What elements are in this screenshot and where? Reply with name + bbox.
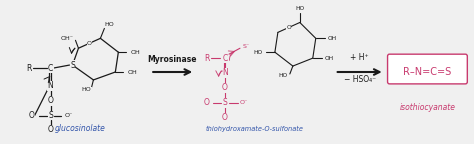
Text: O⁻: O⁻: [64, 113, 73, 118]
Text: OH: OH: [130, 50, 140, 55]
Text: OH: OH: [328, 36, 337, 41]
Text: R: R: [204, 54, 210, 63]
Text: O: O: [287, 25, 291, 30]
Text: S: S: [223, 98, 228, 107]
FancyBboxPatch shape: [388, 54, 467, 84]
Text: HO: HO: [104, 22, 114, 27]
Text: S: S: [70, 61, 75, 70]
Text: HO: HO: [279, 73, 288, 78]
Text: OH: OH: [325, 56, 334, 61]
Text: O: O: [29, 111, 35, 120]
Text: N: N: [48, 81, 54, 90]
Text: OH⁻: OH⁻: [61, 36, 73, 41]
Text: C: C: [222, 54, 228, 63]
Text: O: O: [87, 41, 92, 46]
Text: O: O: [222, 113, 228, 122]
Text: HO: HO: [254, 50, 263, 55]
Text: HO: HO: [82, 87, 91, 92]
Text: O: O: [47, 96, 54, 105]
Text: − HSO₄⁻: − HSO₄⁻: [344, 75, 376, 84]
Text: glucosinolate: glucosinolate: [55, 124, 106, 133]
Text: C: C: [48, 64, 53, 73]
Text: OH: OH: [128, 70, 137, 74]
Text: + H⁺: + H⁺: [350, 53, 369, 62]
Text: N: N: [222, 69, 228, 77]
Text: isothiocyanate: isothiocyanate: [400, 103, 456, 112]
Text: HO: HO: [295, 6, 304, 11]
Text: R–N=C=S: R–N=C=S: [403, 67, 452, 77]
Text: O: O: [47, 125, 54, 134]
Text: O⁻: O⁻: [240, 100, 248, 105]
Text: thiohydroxamate-O-sulfonate: thiohydroxamate-O-sulfonate: [206, 126, 304, 132]
Text: S⁻: S⁻: [243, 44, 250, 49]
Text: R: R: [26, 64, 31, 73]
Text: S: S: [48, 111, 53, 120]
Text: Myrosinase: Myrosinase: [147, 55, 197, 64]
Text: O: O: [222, 83, 228, 92]
Text: O: O: [203, 98, 209, 107]
